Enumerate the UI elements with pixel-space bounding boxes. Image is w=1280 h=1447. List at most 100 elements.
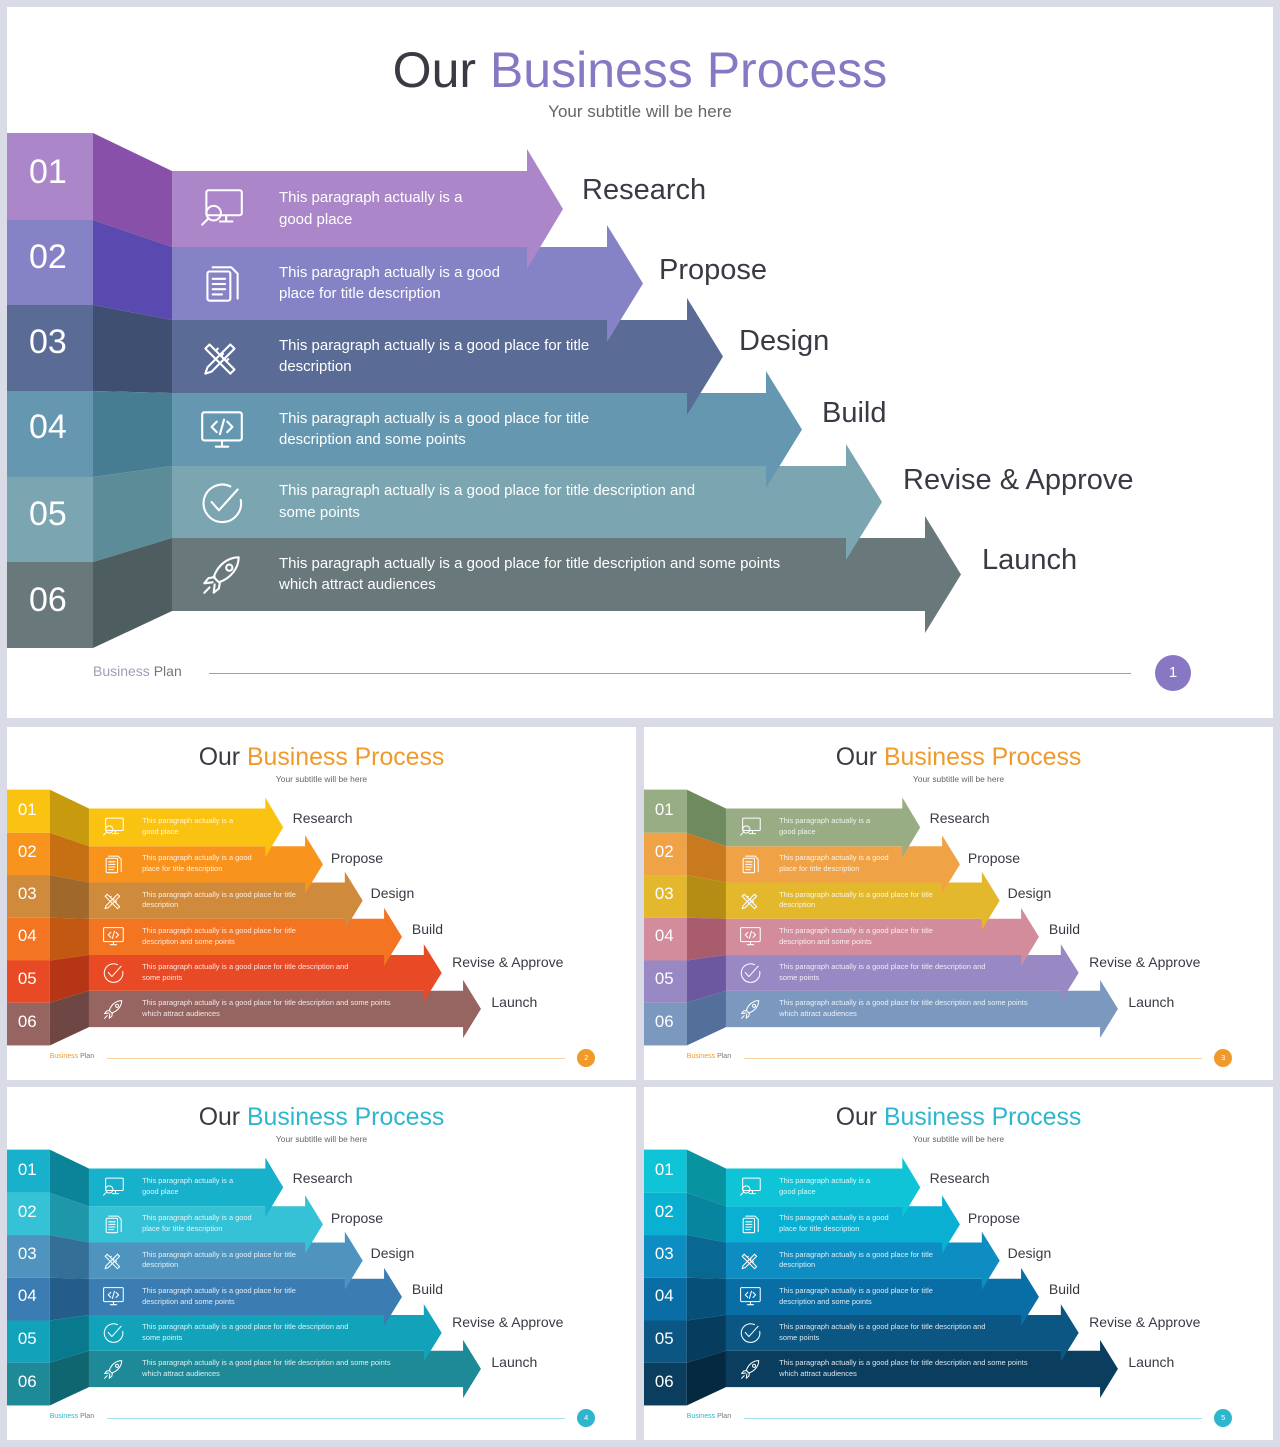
slide-1: Our Business Process Your subtitle will b… — [7, 7, 1273, 718]
process-arrow — [88, 1157, 284, 1218]
number-block — [644, 1235, 687, 1278]
step-label: Revise & Approve — [903, 464, 1134, 496]
step-label: Research — [292, 809, 353, 826]
side-panel — [49, 1315, 89, 1363]
slide-title: Our Business Process — [7, 41, 1273, 99]
step-description: This paragraph actually is a good place — [779, 1176, 871, 1197]
footer-brand-a: Business — [49, 1052, 81, 1060]
title-highlight: Business Process — [489, 42, 888, 98]
footer-brand-a: Business — [686, 1052, 718, 1060]
process-arrow — [88, 835, 323, 894]
check-circle-icon — [197, 477, 247, 527]
side-panel — [49, 990, 89, 1046]
process-arrow — [725, 1195, 960, 1254]
document-icon — [197, 259, 247, 309]
footer-brand-b: Plan — [80, 1052, 95, 1060]
step-number: 03 — [654, 1243, 674, 1263]
footer-brand: Business Plan — [93, 663, 182, 679]
step-label: Propose — [967, 849, 1021, 866]
check-circle-icon — [738, 960, 763, 985]
step-description: This paragraph actually is a good place … — [779, 1358, 1028, 1378]
footer-brand-a: Business — [49, 1412, 81, 1420]
step-number: 01 — [17, 1159, 37, 1179]
number-block — [7, 789, 50, 833]
process-arrow — [88, 871, 363, 930]
step-description: This paragraph actually is a good place … — [779, 889, 933, 910]
step-number: 03 — [17, 1243, 37, 1263]
pencil-ruler-icon — [738, 888, 763, 913]
side-panel — [686, 1192, 726, 1243]
step-description: This paragraph actually is a good place … — [779, 925, 933, 946]
step-label: Design — [1007, 1244, 1052, 1261]
step-label: Propose — [659, 254, 768, 286]
page-number-badge: 1 — [1155, 655, 1191, 691]
research-icon — [101, 1175, 126, 1200]
research-icon — [738, 1175, 763, 1200]
step-label: Propose — [330, 849, 384, 866]
process-arrow — [172, 149, 563, 269]
side-panel — [49, 1192, 89, 1243]
slide-subtitle: Your subtitle will be here — [275, 774, 368, 785]
step-description: This paragraph actually is a good place … — [142, 1358, 391, 1378]
step-number: 04 — [29, 408, 67, 446]
side-panel — [93, 220, 172, 320]
number-block — [7, 1235, 50, 1278]
step-description: This paragraph actually is a good place … — [779, 998, 1028, 1018]
step-number: 04 — [654, 1286, 674, 1306]
number-block — [644, 1002, 687, 1046]
step-number: 02 — [29, 238, 67, 276]
pencil-ruler-icon — [197, 332, 247, 382]
side-panel — [49, 1277, 89, 1321]
side-panel — [686, 789, 726, 847]
slide-title: Our Business Process — [7, 1104, 636, 1132]
number-block — [644, 960, 687, 1003]
title-prefix: Our — [392, 42, 490, 98]
step-label: Build — [1048, 920, 1081, 937]
pencil-ruler-icon — [738, 1248, 763, 1273]
title-prefix: Our — [198, 743, 247, 771]
step-label: Revise & Approve — [452, 1314, 564, 1331]
number-block — [7, 1149, 50, 1193]
side-panel — [49, 917, 89, 961]
step-description: This paragraph actually is a good place … — [779, 1213, 889, 1234]
title-highlight: Business Process — [883, 1103, 1082, 1131]
step-label: Build — [411, 1280, 444, 1297]
step-number: 05 — [17, 1329, 37, 1349]
side-panel — [49, 832, 89, 883]
page-number-badge: 2 — [577, 1048, 596, 1067]
footer-divider — [744, 1417, 1203, 1419]
slide-3: Our Business Process Your subtitle will b… — [644, 727, 1273, 1080]
number-block — [7, 875, 50, 918]
side-panel — [49, 875, 89, 919]
step-number: 06 — [17, 1012, 37, 1032]
step-number: 02 — [17, 1201, 37, 1221]
step-number: 04 — [654, 926, 674, 946]
step-description: This paragraph actually is a good place … — [779, 961, 986, 982]
step-description: This paragraph actually is a good place — [142, 816, 234, 837]
step-description: This paragraph actually is a good place … — [142, 998, 391, 1018]
number-block — [644, 1277, 687, 1321]
side-panel — [686, 917, 726, 961]
step-label: Research — [929, 1169, 990, 1186]
title-highlight: Business Process — [246, 1103, 445, 1131]
step-description: This paragraph actually is a good place … — [142, 1285, 296, 1306]
pencil-ruler-icon — [101, 888, 126, 913]
slide-subtitle: Your subtitle will be here — [912, 1134, 1005, 1145]
step-description: This paragraph actually is a good place … — [142, 853, 252, 874]
step-description: This paragraph actually is a good place … — [279, 409, 590, 449]
slide-subtitle: Your subtitle will be here — [548, 102, 732, 121]
footer-brand: Business Plan — [687, 1053, 731, 1060]
step-label: Launch — [1128, 1353, 1175, 1370]
number-block — [644, 832, 687, 876]
step-description: This paragraph actually is a good place … — [142, 1321, 349, 1342]
step-description: This paragraph actually is a good place — [142, 1176, 234, 1197]
step-label: Design — [370, 1244, 415, 1261]
step-label: Propose — [967, 1209, 1021, 1226]
step-description: This paragraph actually is a good place … — [779, 1321, 986, 1342]
page-number-badge: 4 — [577, 1408, 596, 1427]
footer-brand: Business Plan — [50, 1053, 94, 1060]
footer-divider — [744, 1057, 1203, 1059]
step-number: 02 — [17, 841, 37, 861]
process-arrow — [725, 944, 1079, 1002]
footer-brand-a: Business — [686, 1412, 718, 1420]
